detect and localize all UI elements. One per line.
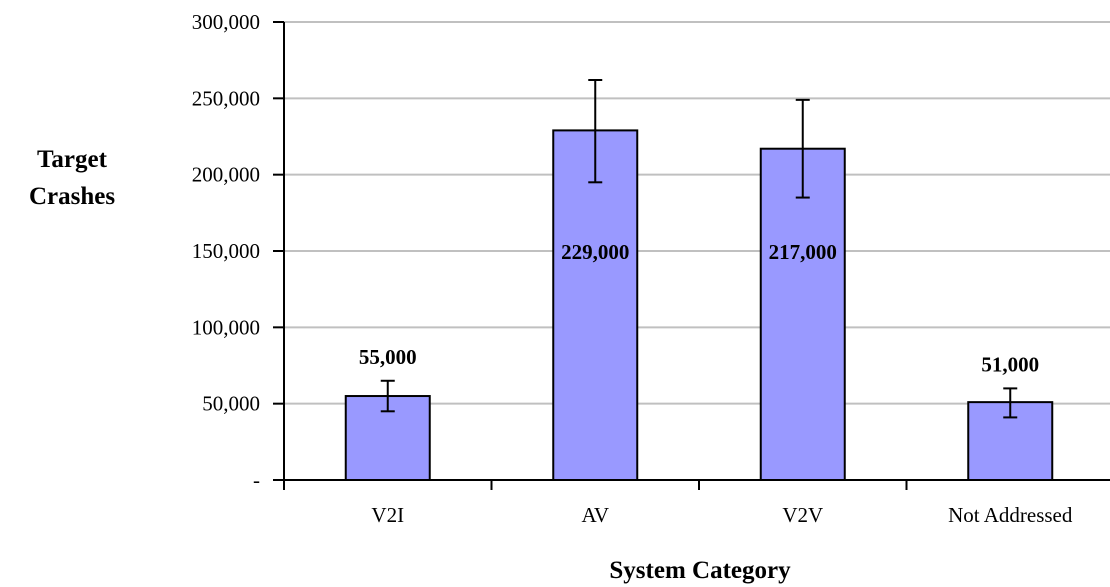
y-axis-title-line-1: Target: [37, 146, 108, 173]
x-tick-label: V2I: [371, 503, 404, 527]
data-label: 229,000: [561, 240, 629, 264]
x-tick-labels: V2I AV V2V Not Addressed: [371, 503, 1072, 527]
error-bars: [380, 79, 1018, 419]
x-tick-label: V2V: [782, 503, 823, 527]
y-tick-label: 150,000: [192, 239, 260, 263]
data-label: 55,000: [359, 345, 417, 369]
y-axis-title-line-2: Crashes: [29, 183, 115, 210]
bar-av: [552, 129, 639, 481]
data-label: 51,000: [981, 352, 1039, 376]
data-label: 217,000: [769, 240, 837, 264]
x-tick-label: Not Addressed: [948, 503, 1073, 527]
bar-v2v: [759, 147, 846, 481]
y-tick-label: 200,000: [192, 163, 260, 187]
y-tick-label: 250,000: [192, 86, 260, 110]
y-tick-labels: - 50,000 100,000 150,000 200,000 250,000 300,0…: [192, 10, 260, 492]
y-tick-label: 300,000: [192, 10, 260, 34]
x-axis-title: System Category: [609, 557, 791, 584]
y-tick-label: 50,000: [202, 392, 260, 416]
data-labels: 55,000 229,000 217,000 51,000: [359, 240, 1039, 376]
x-tick-label: AV: [581, 503, 609, 527]
axes: [273, 21, 1110, 490]
bars: [344, 129, 1054, 482]
y-tick-label: -: [253, 468, 260, 492]
y-tick-label: 100,000: [192, 315, 260, 339]
